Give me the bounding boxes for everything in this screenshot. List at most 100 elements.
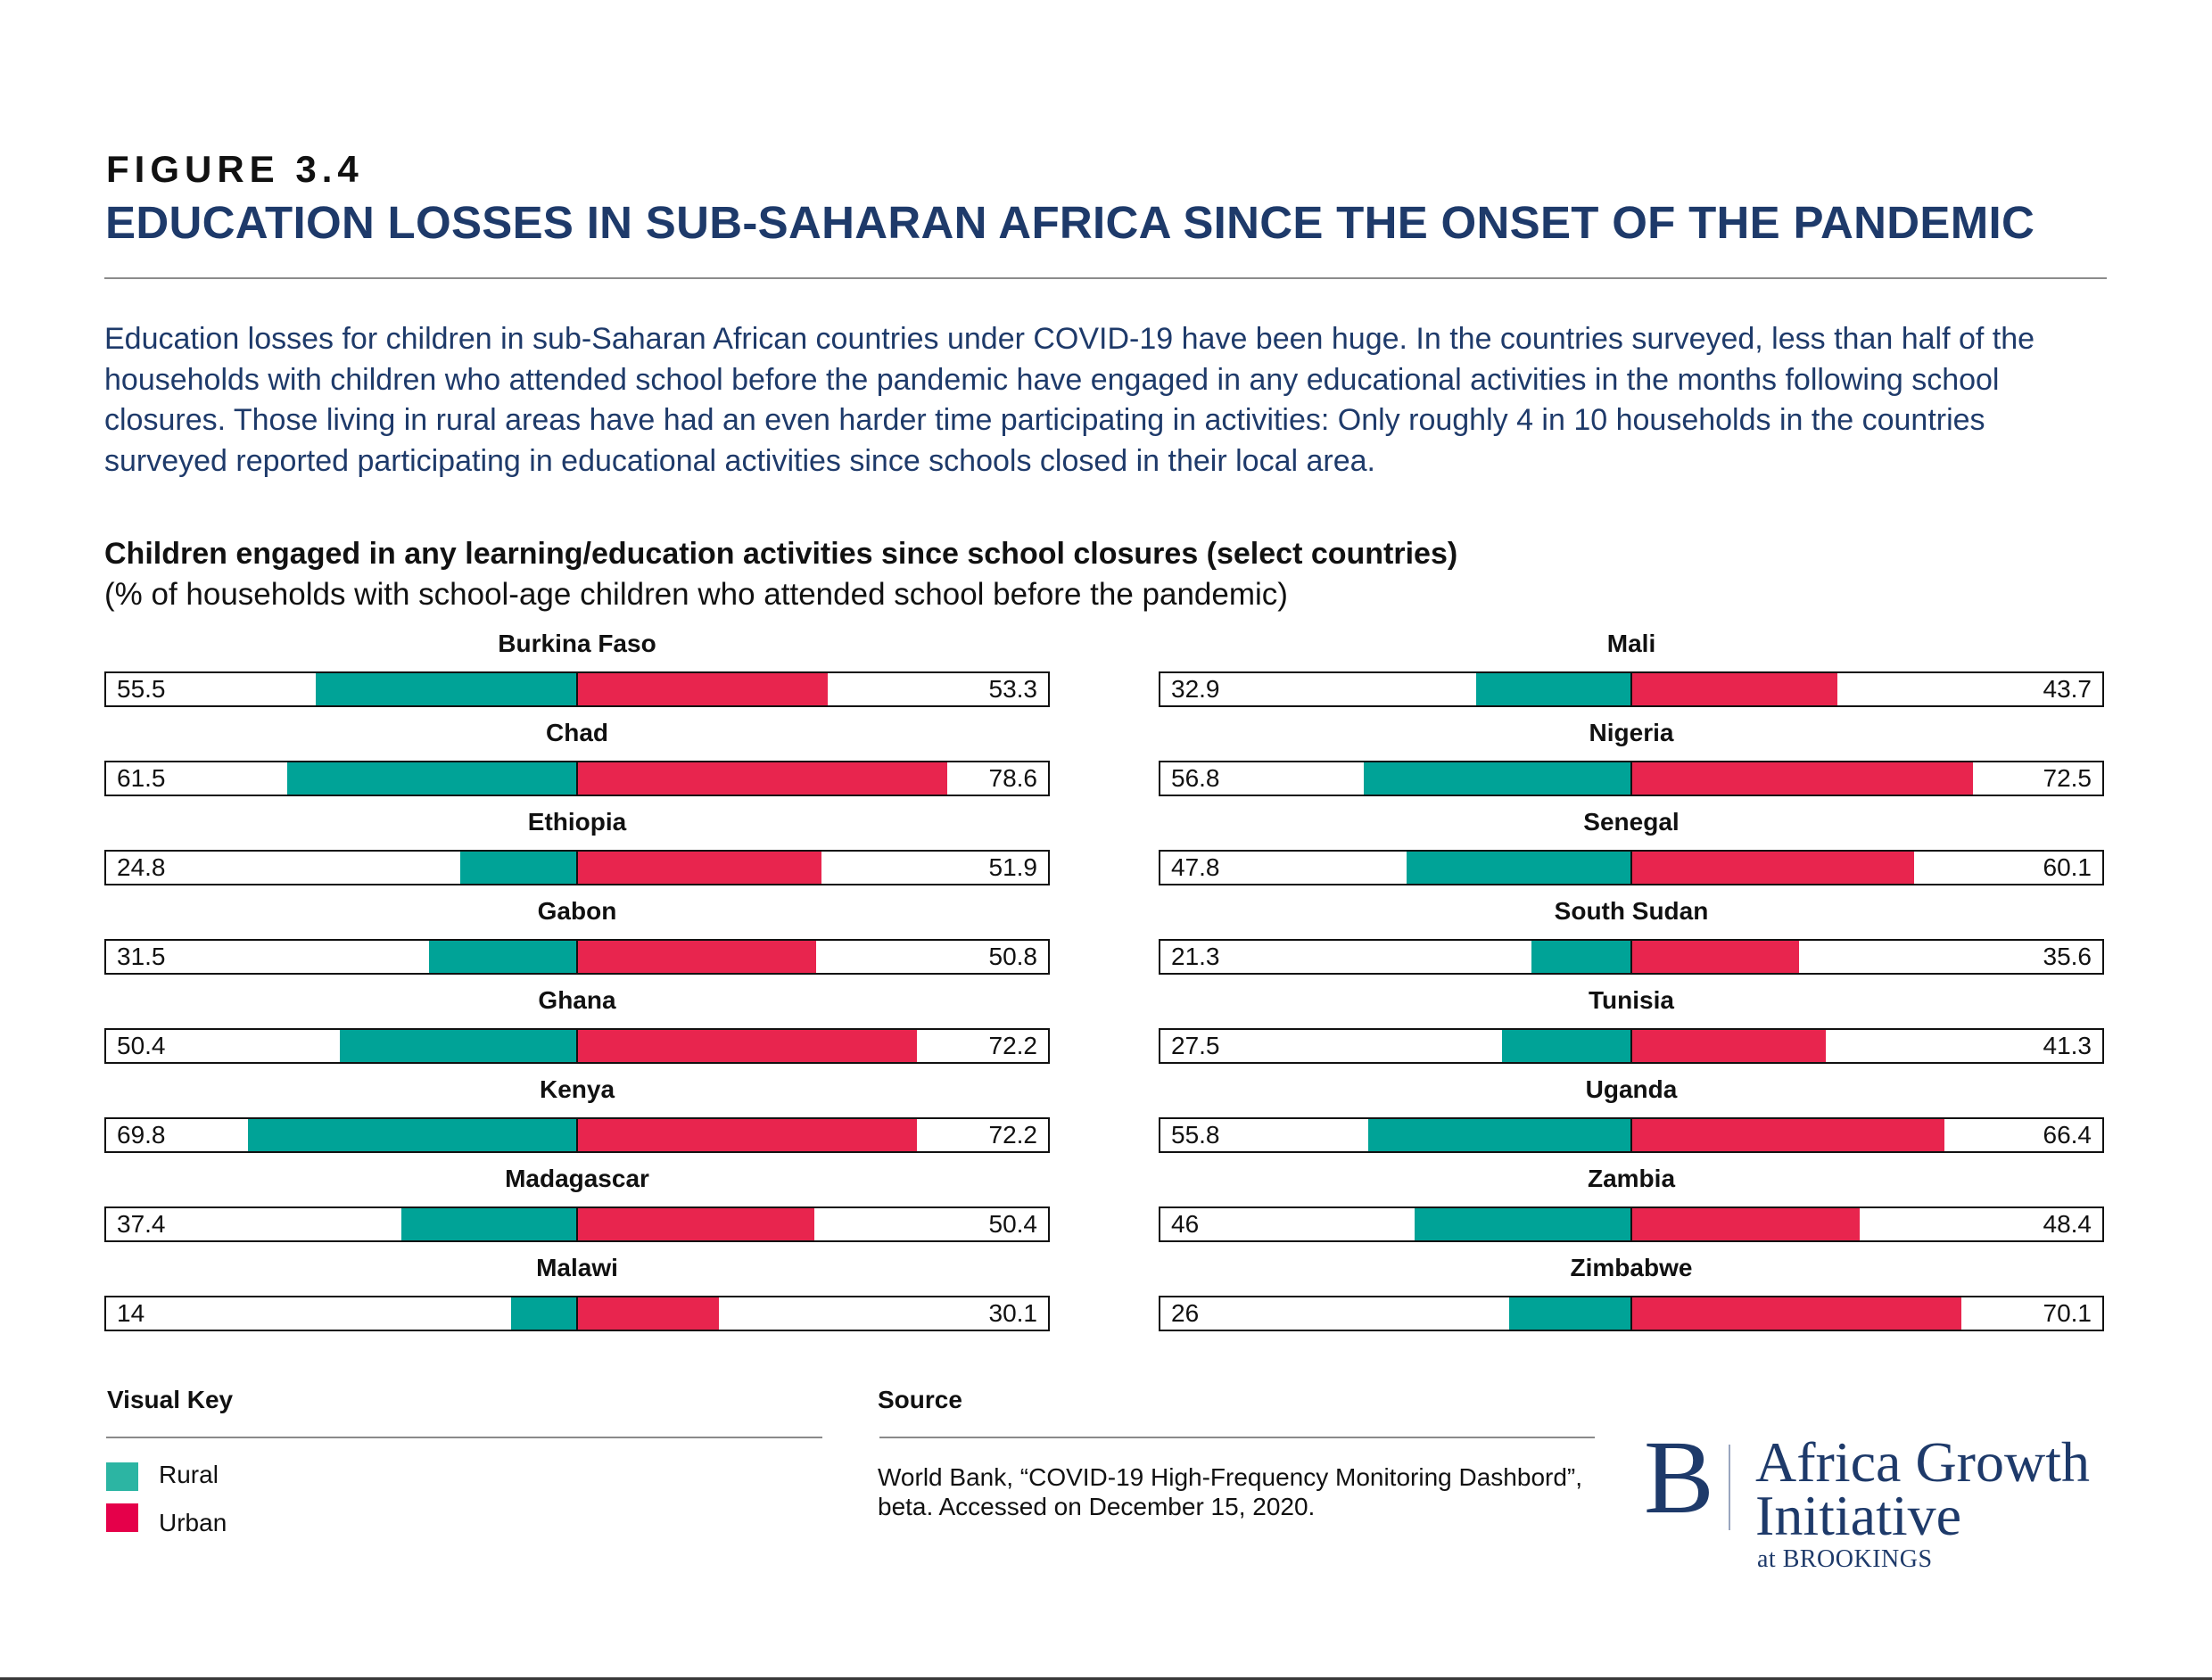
bar-rural xyxy=(287,762,577,795)
legend-divider xyxy=(106,1437,822,1438)
bar-urban xyxy=(577,762,947,795)
rural-value-label: 37.4 xyxy=(117,1210,166,1238)
country-label: Ethiopia xyxy=(527,808,627,836)
intro-line: Education losses for children in sub-Sah… xyxy=(104,322,2035,356)
bar-rural xyxy=(1415,1208,1631,1240)
bar-urban xyxy=(1631,1297,1962,1330)
urban-value-label: 72.2 xyxy=(988,1032,1038,1059)
logo-divider xyxy=(1729,1445,1730,1530)
bar-center-line xyxy=(576,673,578,705)
rural-value-label: 21.3 xyxy=(1171,943,1220,970)
urban-value-label: 70.1 xyxy=(2043,1299,2092,1327)
rural-value-label: 24.8 xyxy=(117,853,166,881)
urban-value-label: 35.6 xyxy=(2043,943,2092,970)
bar-center-line xyxy=(576,941,578,973)
bar-rural xyxy=(1364,762,1631,795)
bar-row: 56.8 72.5 xyxy=(1159,761,2104,796)
bar-urban xyxy=(1631,762,1973,795)
bar-urban xyxy=(1631,1030,1827,1062)
bar-urban xyxy=(577,941,817,973)
figure-title: EDUCATION LOSSES IN SUB-SAHARAN AFRICA S… xyxy=(105,197,2035,248)
urban-value-label: 48.4 xyxy=(2043,1210,2092,1238)
legend-swatch-rural xyxy=(106,1462,138,1491)
country-label: Zimbabwe xyxy=(1570,1254,1693,1281)
bar-row: 21.3 35.6 xyxy=(1159,939,2104,975)
country-label: Zambia xyxy=(1587,1165,1676,1192)
urban-value-label: 66.4 xyxy=(2043,1121,2092,1149)
bar-urban xyxy=(1631,673,1837,705)
country-label: Mali xyxy=(1606,630,1656,657)
bar-urban xyxy=(1631,1119,1944,1151)
intro-paragraph: Education losses for children in sub-Sah… xyxy=(104,319,2111,482)
bar-rural xyxy=(1476,673,1631,705)
bottom-border xyxy=(0,1677,2212,1680)
bar-center-line xyxy=(1630,1297,1632,1330)
country-label: Kenya xyxy=(539,1075,615,1103)
legend-title: Visual Key xyxy=(107,1386,234,1413)
bar-row: 14 30.1 xyxy=(104,1296,1050,1331)
logo-text-line1: Africa Growth xyxy=(1755,1430,2090,1494)
urban-value-label: 30.1 xyxy=(988,1299,1038,1327)
bar-center-line xyxy=(1630,1208,1632,1240)
urban-value-label: 72.2 xyxy=(988,1121,1038,1149)
bar-row: 46 48.4 xyxy=(1159,1206,2104,1242)
chart-title: Children engaged in any learning/educati… xyxy=(104,537,1458,571)
bar-center-line xyxy=(576,1208,578,1240)
bar-center-line xyxy=(576,1119,578,1151)
bar-row: 27.5 41.3 xyxy=(1159,1028,2104,1064)
bar-center-line xyxy=(1630,941,1632,973)
rural-value-label: 47.8 xyxy=(1171,853,1220,881)
bar-rural xyxy=(1531,941,1631,973)
country-label: Nigeria xyxy=(1589,719,1674,746)
intro-line: surveyed reported participating in educa… xyxy=(104,443,1375,478)
bar-rural xyxy=(428,941,577,973)
country-label: Gabon xyxy=(537,897,617,925)
urban-value-label: 53.3 xyxy=(988,675,1038,703)
bar-rural xyxy=(460,852,577,884)
bar-rural xyxy=(511,1297,577,1330)
country-label: Malawi xyxy=(536,1254,618,1281)
title-divider xyxy=(104,277,2107,279)
bar-row: 55.8 66.4 xyxy=(1159,1117,2104,1153)
country-label: Burkina Faso xyxy=(498,630,656,657)
urban-value-label: 60.1 xyxy=(2043,853,2092,881)
urban-value-label: 41.3 xyxy=(2043,1032,2092,1059)
bar-row: 69.8 72.2 xyxy=(104,1117,1050,1153)
rural-value-label: 55.8 xyxy=(1171,1121,1220,1149)
figure-label: FIGURE 3.4 xyxy=(106,148,364,190)
source-title: Source xyxy=(878,1386,962,1413)
bar-urban xyxy=(577,673,829,705)
bar-urban xyxy=(577,1119,918,1151)
bar-urban xyxy=(577,1297,719,1330)
source-line: beta. Accessed on December 15, 2020. xyxy=(878,1493,1316,1520)
bar-row: 31.5 50.8 xyxy=(104,939,1050,975)
intro-line: closures. Those living in rural areas ha… xyxy=(104,403,1985,437)
bar-rural xyxy=(1406,852,1631,884)
source-text: World Bank, “COVID-19 High-Frequency Mon… xyxy=(878,1462,1609,1521)
bar-center-line xyxy=(1630,673,1632,705)
bar-row: 50.4 72.2 xyxy=(104,1028,1050,1064)
bar-rural xyxy=(400,1208,577,1240)
bar-center-line xyxy=(1630,762,1632,795)
bar-rural xyxy=(315,673,577,705)
bar-rural xyxy=(1508,1297,1631,1330)
legend-swatch-urban xyxy=(106,1503,138,1532)
country-label: Tunisia xyxy=(1589,986,1674,1014)
bar-row: 55.5 53.3 xyxy=(104,671,1050,707)
rural-value-label: 32.9 xyxy=(1171,675,1220,703)
rural-value-label: 56.8 xyxy=(1171,764,1220,792)
bar-center-line xyxy=(1630,852,1632,884)
bar-rural xyxy=(248,1119,577,1151)
bar-rural xyxy=(1368,1119,1631,1151)
logo-text-line2: Initiative xyxy=(1755,1484,1962,1547)
bar-center-line xyxy=(576,762,578,795)
urban-value-label: 78.6 xyxy=(988,764,1038,792)
bar-urban xyxy=(577,852,822,884)
bar-row: 37.4 50.4 xyxy=(104,1206,1050,1242)
bar-urban xyxy=(1631,1208,1860,1240)
brookings-b-logo-icon: B xyxy=(1644,1419,1714,1536)
country-label: Ghana xyxy=(538,986,616,1014)
bar-center-line xyxy=(576,1297,578,1330)
rural-value-label: 46 xyxy=(1171,1210,1200,1238)
